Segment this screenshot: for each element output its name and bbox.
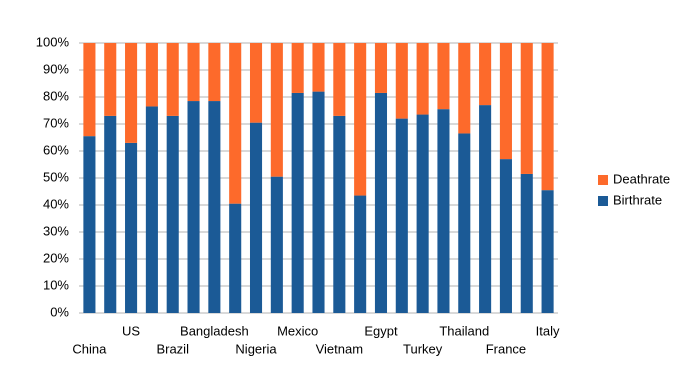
bar-segment <box>187 101 200 313</box>
legend-label: Birthrate <box>613 192 662 207</box>
y-tick-label: 20% <box>43 250 69 265</box>
x-tick-label: China <box>72 341 107 356</box>
y-tick-label: 80% <box>43 88 69 103</box>
bar-segment <box>416 43 429 115</box>
y-tick-label: 100% <box>36 34 70 49</box>
bar-segment <box>437 43 450 110</box>
x-tick-label: France <box>486 341 526 356</box>
bar-segment <box>479 43 492 106</box>
bar-segment <box>416 114 429 313</box>
y-tick-label: 30% <box>43 223 69 238</box>
x-tick-label: Vietnam <box>316 341 363 356</box>
bar-segment <box>333 115 346 314</box>
bar-segment <box>520 43 533 174</box>
bar-segment <box>83 136 96 313</box>
bar-segment <box>208 43 221 102</box>
y-tick-label: 40% <box>43 196 69 211</box>
y-tick-label: 0% <box>50 304 69 319</box>
bar-segment <box>499 43 512 160</box>
legend-swatch <box>598 175 608 185</box>
bar-segment <box>395 43 408 119</box>
bar-segment <box>166 115 179 314</box>
x-tick-label: Turkey <box>403 341 443 356</box>
bar-segment <box>291 43 304 93</box>
legend-label: Deathrate <box>613 171 670 186</box>
bar-segment <box>354 195 367 313</box>
bar-segment <box>249 122 263 314</box>
bar-segment <box>374 92 388 313</box>
x-tick-label: Nigeria <box>235 341 277 356</box>
bar-segment <box>104 43 117 116</box>
bar-segment <box>270 176 283 313</box>
x-tick-label: Italy <box>536 323 560 338</box>
bar-segment <box>354 43 367 196</box>
bar-segment <box>125 43 138 143</box>
y-tick-label: 10% <box>43 277 69 292</box>
bar-segment <box>208 101 221 313</box>
x-tick-label: Bangladesh <box>180 323 249 338</box>
x-tick-label: Thailand <box>439 323 489 338</box>
bar-segment <box>312 91 325 313</box>
bar-segment <box>333 43 346 116</box>
bar-segment <box>166 43 179 116</box>
bar-segment <box>145 43 158 107</box>
x-tick-label: Mexico <box>277 323 318 338</box>
bar-segment <box>499 159 512 313</box>
bar-segment <box>541 43 554 191</box>
bar-segment <box>229 43 242 204</box>
bar-segment <box>291 92 304 313</box>
bar-segment <box>229 203 242 313</box>
legend-swatch <box>598 196 608 206</box>
bar-segment <box>437 109 450 314</box>
bar-segment <box>104 115 117 314</box>
y-tick-label: 90% <box>43 61 69 76</box>
bar-segment <box>312 43 325 92</box>
bar-segment <box>187 43 200 102</box>
bar-segment <box>458 43 471 134</box>
bar-segment <box>125 142 138 313</box>
bar-segment <box>249 43 263 123</box>
bar-segment <box>520 173 533 313</box>
bar-segment <box>270 43 283 177</box>
bar-segment <box>458 133 471 313</box>
x-tick-label: Brazil <box>156 341 189 356</box>
y-tick-label: 50% <box>43 169 69 184</box>
bar-segment <box>374 43 388 93</box>
bar-segment <box>83 43 96 137</box>
bar-segment <box>479 105 492 313</box>
bar-segment <box>145 106 158 313</box>
y-tick-label: 70% <box>43 115 69 130</box>
bar-segment <box>541 190 554 313</box>
y-tick-label: 60% <box>43 142 69 157</box>
x-tick-label: US <box>122 323 140 338</box>
x-tick-label: Egypt <box>364 323 398 338</box>
bar-segment <box>395 118 408 313</box>
